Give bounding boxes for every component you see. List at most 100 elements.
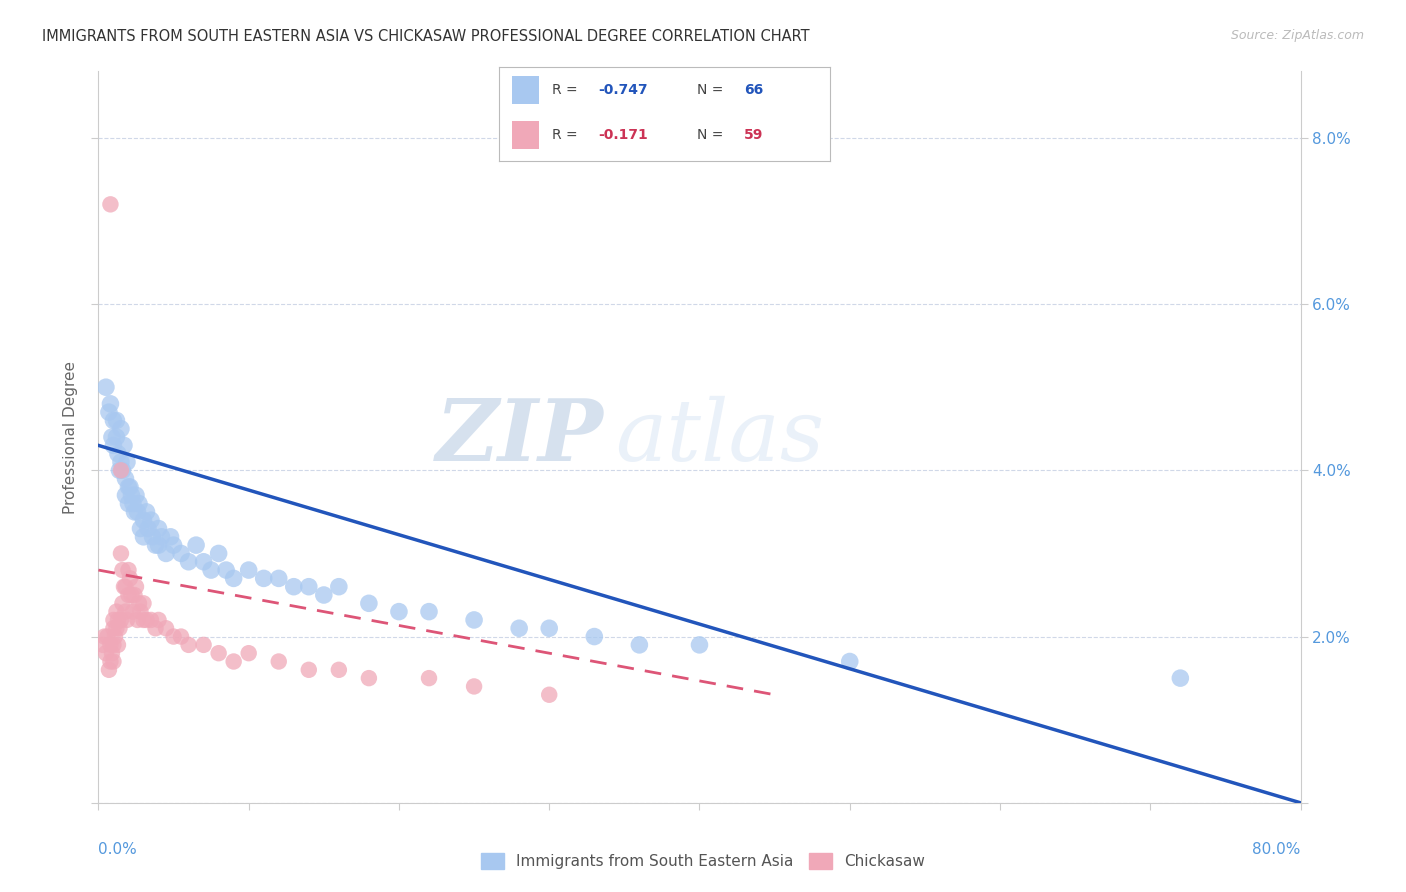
Point (145, 538, 167, 552)
Point (838, 655, 860, 669)
Point (107, 613, 129, 627)
Point (117, 480, 139, 494)
Point (538, 688, 561, 702)
Point (388, 605, 411, 619)
Point (108, 621, 131, 635)
Text: N =: N = (697, 83, 728, 97)
Point (93, 630, 115, 644)
Point (111, 596, 134, 610)
Text: -0.171: -0.171 (599, 128, 648, 142)
Point (110, 422, 132, 436)
Point (1170, 671, 1192, 685)
Point (104, 630, 127, 644)
Point (129, 521, 152, 535)
Point (114, 472, 136, 486)
Point (283, 580, 305, 594)
Point (125, 488, 148, 502)
Point (125, 580, 148, 594)
Point (110, 613, 132, 627)
Point (418, 605, 440, 619)
Point (100, 197, 122, 211)
Point (139, 613, 162, 627)
Point (115, 455, 138, 469)
Point (267, 655, 290, 669)
Point (208, 546, 231, 560)
Point (463, 613, 485, 627)
Bar (512, 77, 538, 104)
Point (110, 463, 132, 477)
Point (148, 613, 170, 627)
Point (118, 480, 141, 494)
Point (298, 580, 321, 594)
Point (508, 621, 530, 635)
Point (122, 497, 145, 511)
Point (628, 638, 651, 652)
Point (184, 538, 207, 552)
Text: IMMIGRANTS FROM SOUTH EASTERN ASIA VS CHICKASAW PROFESSIONAL DEGREE CORRELATION : IMMIGRANTS FROM SOUTH EASTERN ASIA VS CH… (42, 29, 810, 44)
Point (103, 655, 125, 669)
Point (132, 596, 155, 610)
Text: N =: N = (697, 128, 728, 142)
Point (100, 655, 122, 669)
Point (114, 580, 136, 594)
Point (97, 663, 120, 677)
Point (312, 588, 335, 602)
Point (139, 513, 162, 527)
Point (357, 596, 380, 610)
Y-axis label: Professional Degree: Professional Degree (63, 360, 79, 514)
Text: 0.0%: 0.0% (98, 842, 138, 856)
Point (148, 521, 170, 535)
Text: 66: 66 (744, 83, 763, 97)
Point (135, 613, 157, 627)
Text: 80.0%: 80.0% (1253, 842, 1301, 856)
Text: -0.747: -0.747 (599, 83, 648, 97)
Text: atlas: atlas (616, 396, 824, 478)
Point (107, 638, 129, 652)
Text: R =: R = (553, 128, 586, 142)
Point (103, 621, 125, 635)
Point (111, 463, 134, 477)
Point (215, 563, 238, 577)
Point (689, 638, 711, 652)
Point (222, 655, 245, 669)
Point (117, 588, 139, 602)
Point (124, 505, 146, 519)
Point (193, 555, 215, 569)
Point (253, 571, 276, 585)
Point (132, 613, 155, 627)
Point (105, 621, 128, 635)
Text: 59: 59 (744, 128, 763, 142)
Point (170, 630, 193, 644)
Point (148, 538, 170, 552)
Point (200, 563, 222, 577)
Point (193, 638, 215, 652)
Point (103, 438, 125, 452)
Point (101, 430, 124, 444)
Point (135, 505, 157, 519)
Point (155, 546, 177, 560)
Point (128, 497, 150, 511)
Point (97, 405, 120, 419)
Point (107, 447, 129, 461)
Point (105, 430, 128, 444)
Point (105, 413, 128, 427)
Point (100, 397, 122, 411)
Bar (512, 121, 538, 149)
Point (357, 671, 380, 685)
Point (96, 630, 118, 644)
Point (122, 605, 145, 619)
Point (127, 505, 149, 519)
Point (170, 546, 193, 560)
Point (128, 596, 150, 610)
Text: Source: ZipAtlas.com: Source: ZipAtlas.com (1230, 29, 1364, 42)
Point (124, 588, 146, 602)
Point (121, 588, 143, 602)
Point (121, 488, 143, 502)
Point (136, 521, 159, 535)
Point (112, 438, 135, 452)
Point (108, 463, 131, 477)
Point (115, 613, 138, 627)
Text: R =: R = (553, 83, 582, 97)
Point (127, 613, 149, 627)
Point (91, 638, 114, 652)
